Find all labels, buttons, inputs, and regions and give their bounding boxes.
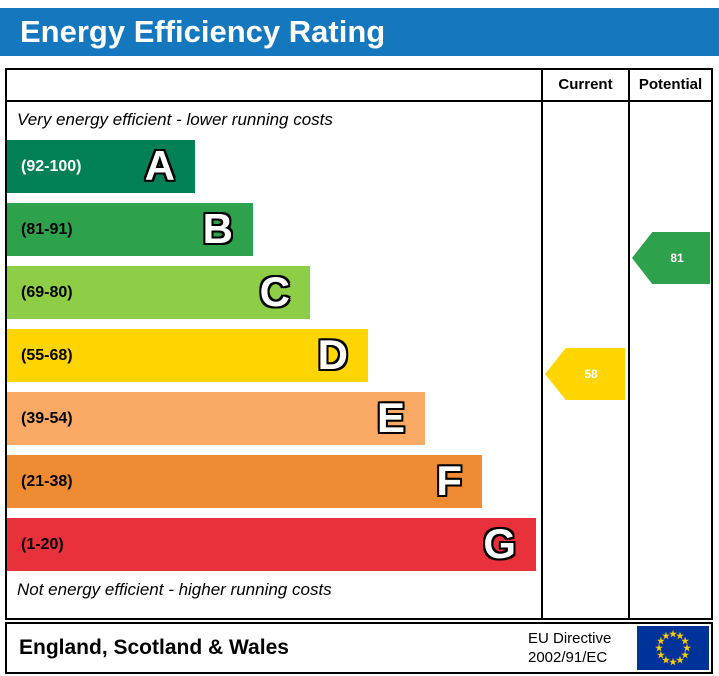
band-letter: F [436, 456, 462, 504]
footer-bar: England, Scotland & Wales EU Directive 2… [5, 622, 713, 674]
band-row: (81-91) B [7, 203, 541, 256]
band-range-label: (21-38) [21, 472, 73, 490]
band-row: (1-20) G [7, 518, 541, 571]
band-letter: A [144, 141, 175, 189]
band-bar-e: (39-54) E [7, 392, 425, 445]
band-range-label: (55-68) [21, 346, 73, 364]
band-row: (21-38) F [7, 455, 541, 508]
chart-area: Current Potential Very energy efficient … [5, 68, 713, 620]
band-row: (55-68) D [7, 329, 541, 382]
eu-directive-line1: EU Directive [528, 630, 612, 647]
potential-rating-value: 81 [670, 251, 684, 265]
band-letter: C [259, 267, 290, 315]
band-row: (39-54) E [7, 392, 541, 445]
band-letter: B [202, 204, 233, 252]
band-bar-a: (92-100) A [7, 140, 195, 193]
bands-container: (92-100) A (81-91) B (69-80) C (55-68) D… [7, 140, 541, 581]
band-letter: G [483, 519, 516, 567]
band-row: (92-100) A [7, 140, 541, 193]
column-header-potential: Potential [638, 76, 703, 93]
column-divider-potential [628, 70, 630, 618]
note-not-efficient: Not energy efficient - higher running co… [17, 580, 332, 599]
current-rating-value: 58 [584, 367, 598, 381]
potential-rating-marker: 81 [632, 232, 710, 284]
band-range-label: (81-91) [21, 220, 73, 238]
band-bar-d: (55-68) D [7, 329, 368, 382]
band-letter: E [376, 393, 405, 441]
band-range-label: (92-100) [21, 157, 82, 175]
band-bar-f: (21-38) F [7, 455, 482, 508]
column-header-current: Current [558, 76, 613, 93]
band-range-label: (39-54) [21, 409, 73, 427]
band-range-label: (69-80) [21, 283, 73, 301]
band-bar-c: (69-80) C [7, 266, 310, 319]
current-rating-marker: 58 [545, 348, 625, 400]
eu-directive-line2: 2002/91/EC [528, 649, 608, 666]
eu-directive-label: EU Directive 2002/91/EC [528, 629, 611, 667]
column-divider-current [541, 70, 543, 618]
eu-flag-icon [637, 626, 709, 670]
band-bar-g: (1-20) G [7, 518, 536, 571]
page-title: Energy Efficiency Rating [0, 8, 719, 56]
band-row: (69-80) C [7, 266, 541, 319]
note-very-efficient: Very energy efficient - lower running co… [17, 110, 333, 129]
header-row-divider [7, 100, 711, 102]
region-label: England, Scotland & Wales [19, 636, 289, 659]
band-bar-b: (81-91) B [7, 203, 253, 256]
band-range-label: (1-20) [21, 535, 64, 553]
band-letter: D [317, 330, 348, 378]
